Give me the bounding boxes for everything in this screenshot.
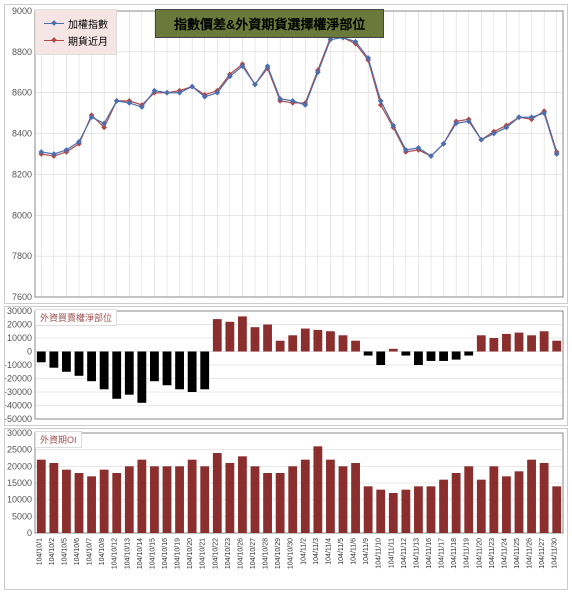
svg-text:104/10/12: 104/10/12 [112,538,119,569]
svg-text:20000: 20000 [7,461,32,471]
svg-text:104/11/3: 104/11/3 [313,538,320,565]
svg-text:8200: 8200 [12,169,32,179]
svg-text:104/11/4: 104/11/4 [325,538,332,565]
svg-text:104/10/20: 104/10/20 [187,538,194,569]
svg-text:8600: 8600 [12,88,32,98]
svg-text:8000: 8000 [12,210,32,220]
svg-text:8400: 8400 [12,129,32,139]
svg-text:30000: 30000 [7,429,32,438]
legend-label-1: 加權指數 [68,16,108,31]
svg-text:-40000: -40000 [5,401,32,411]
svg-text:104/10/15: 104/10/15 [149,538,156,569]
svg-text:-30000: -30000 [5,387,32,397]
svg-text:104/10/21: 104/10/21 [200,538,207,569]
svg-text:104/11/19: 104/11/19 [464,538,471,569]
panel3-svg: 0 5000 10000 15000 20000 25000 30000 104/10/1 10… [5,429,569,589]
svg-text:-20000: -20000 [5,374,32,384]
svg-text:10000: 10000 [7,333,32,343]
svg-text:-50000: -50000 [5,414,32,424]
svg-text:104/10/19: 104/10/19 [175,538,182,569]
svg-text:104/11/10: 104/11/10 [376,538,383,569]
svg-text:104/11/16: 104/11/16 [426,538,433,569]
svg-text:104/11/13: 104/11/13 [413,538,420,569]
svg-text:104/11/17: 104/11/17 [439,538,446,569]
svg-text:5000: 5000 [12,511,32,521]
svg-text:104/11/20: 104/11/20 [476,538,483,569]
panel3-label: 外資期OI [35,431,82,448]
main-line-chart-panel: 加權指數 期貨近月 指數價差&外資期貨選擇權淨部位 7600 7800 8000 82… [4,4,568,304]
svg-text:104/11/5: 104/11/5 [338,538,345,565]
svg-text:104/10/7: 104/10/7 [87,538,94,565]
panel2-label: 外資買賣權淨部位 [35,309,117,326]
svg-text:104/10/2: 104/10/2 [49,538,56,565]
svg-text:104/10/13: 104/10/13 [124,538,131,569]
svg-text:25000: 25000 [7,445,32,455]
svg-text:104/10/5: 104/10/5 [61,538,68,565]
svg-text:0: 0 [27,347,32,357]
svg-text:104/10/1: 104/10/1 [36,538,43,565]
svg-text:9000: 9000 [12,6,32,16]
svg-text:0: 0 [27,528,32,538]
svg-text:104/10/8: 104/10/8 [99,538,106,565]
svg-text:-10000: -10000 [5,360,32,370]
svg-text:20000: 20000 [7,320,32,330]
svg-text:104/10/29: 104/10/29 [275,538,282,569]
svg-text:7600: 7600 [12,292,32,302]
svg-text:104/10/16: 104/10/16 [162,538,169,569]
svg-text:104/11/12: 104/11/12 [401,538,408,569]
svg-text:104/10/23: 104/10/23 [225,538,232,569]
legend-label-2: 期貨近月 [68,33,108,48]
svg-text:104/11/11: 104/11/11 [388,538,395,568]
svg-text:104/10/22: 104/10/22 [212,538,219,569]
svg-text:104/11/24: 104/11/24 [501,538,508,569]
svg-text:104/11/2: 104/11/2 [300,538,307,565]
svg-text:104/10/27: 104/10/27 [250,538,257,569]
svg-text:7800: 7800 [12,251,32,261]
net-position-panel: 外資買賣權淨部位 -50000 -40000 -30000 -20000 -10000 0… [4,306,568,426]
svg-text:104/11/18: 104/11/18 [451,538,458,569]
main-legend: 加權指數 期貨近月 [35,9,117,55]
svg-text:104/11/30: 104/11/30 [552,538,559,569]
svg-text:104/11/6: 104/11/6 [351,538,358,565]
svg-text:30000: 30000 [7,307,32,316]
svg-text:8800: 8800 [12,47,32,57]
svg-text:104/11/9: 104/11/9 [363,538,370,565]
svg-text:15000: 15000 [7,478,32,488]
svg-text:104/10/28: 104/10/28 [263,538,270,569]
svg-text:104/10/26: 104/10/26 [237,538,244,569]
svg-text:10000: 10000 [7,495,32,505]
svg-text:104/11/25: 104/11/25 [514,538,521,569]
svg-text:104/11/23: 104/11/23 [489,538,496,569]
svg-text:104/11/26: 104/11/26 [527,538,534,569]
svg-text:104/11/27: 104/11/27 [539,538,546,569]
chart-title: 指數價差&外資期貨選擇權淨部位 [155,9,384,38]
svg-text:104/10/6: 104/10/6 [74,538,81,565]
svg-text:104/10/14: 104/10/14 [137,538,144,569]
svg-text:104/10/30: 104/10/30 [288,538,295,569]
oi-panel: 外資期OI 0 5000 10000 15000 20000 25000 30000 104/… [4,428,568,590]
